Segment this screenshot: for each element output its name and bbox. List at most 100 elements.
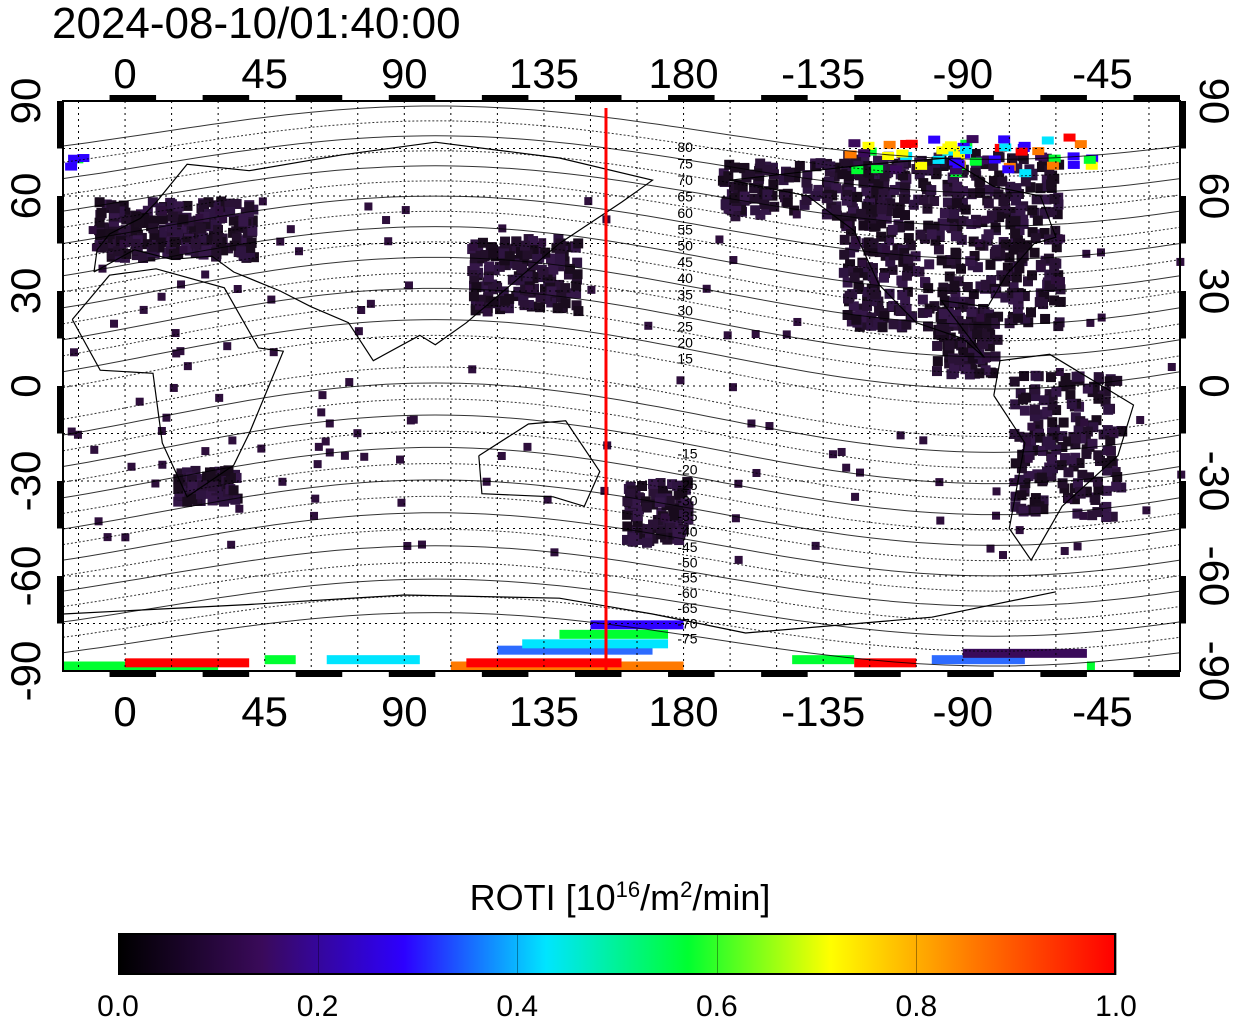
- roti-cell: [948, 172, 959, 183]
- roti-cell: [538, 238, 547, 247]
- roti-cell: [1167, 362, 1176, 371]
- roti-cell: [1065, 379, 1076, 390]
- roti-cell: [762, 189, 773, 200]
- roti-cell: [648, 478, 659, 489]
- roti-cell: [622, 509, 633, 520]
- roti-cell: [683, 504, 694, 515]
- roti-cell: [993, 189, 1004, 200]
- roti-cell: [994, 170, 1005, 181]
- roti-cell: [1007, 153, 1018, 164]
- lon-tick-top: -90: [932, 50, 993, 97]
- roti-cell: [997, 176, 1008, 187]
- roti-cell: [1030, 384, 1041, 395]
- roti-cell: [1093, 450, 1104, 461]
- roti-cell: [1044, 280, 1055, 291]
- roti-cell: [856, 208, 867, 219]
- roti-cell: [660, 513, 669, 522]
- roti-cell: [1060, 372, 1071, 383]
- roti-cell: [1080, 432, 1091, 443]
- roti-cell: [1041, 194, 1052, 205]
- roti-cell: [933, 244, 944, 255]
- roti-cell: [896, 149, 909, 158]
- roti-cell: [723, 331, 732, 340]
- roti-cell: [1081, 448, 1092, 459]
- roti-cell: [219, 214, 228, 223]
- roti-cell: [489, 264, 500, 275]
- roti-cell: [990, 222, 1001, 233]
- roti-cell: [106, 249, 117, 260]
- roti-cell: [1045, 439, 1056, 450]
- roti-cell: [902, 286, 913, 297]
- border-bar: [295, 671, 343, 677]
- roti-cell: [1036, 472, 1047, 483]
- roti-cell: [556, 292, 567, 303]
- roti-cell: [133, 217, 144, 228]
- roti-cell: [749, 182, 760, 193]
- roti-cell: [907, 312, 918, 323]
- roti-cell: [173, 201, 184, 212]
- roti-cell: [884, 235, 895, 246]
- roti-cell: [162, 413, 171, 422]
- roti-cell: [1023, 471, 1034, 482]
- roti-cell: [878, 186, 889, 197]
- lat-tick-right: 0: [1191, 374, 1238, 397]
- roti-cell: [898, 170, 909, 181]
- roti-cell: [215, 393, 224, 402]
- lon-tick-top: 180: [649, 50, 719, 97]
- roti-cell: [928, 135, 941, 144]
- roti-cell: [1030, 506, 1041, 517]
- lon-tick-bottom: -90: [932, 688, 993, 735]
- roti-cell: [1142, 506, 1151, 515]
- roti-cell: [1010, 216, 1021, 227]
- roti-cell: [630, 497, 641, 508]
- roti-cell: [1104, 376, 1115, 387]
- roti-cell: [235, 504, 244, 513]
- roti-cell: [715, 235, 724, 244]
- roti-cell: [1011, 195, 1022, 206]
- roti-cell: [622, 521, 633, 532]
- roti-cell: [1020, 176, 1031, 187]
- roti-cell: [484, 261, 495, 272]
- roti-cell: [859, 155, 870, 166]
- roti-cell: [847, 266, 858, 277]
- roti-cell: [1008, 294, 1019, 305]
- roti-cell: [98, 240, 109, 251]
- roti-cell: [158, 224, 169, 235]
- roti-cell: [986, 210, 997, 221]
- lon-tick-bottom: 45: [241, 688, 288, 735]
- roti-cell: [1005, 206, 1016, 217]
- contour-label: 45: [677, 254, 693, 270]
- roti-cell: [992, 206, 1003, 217]
- roti-cell: [923, 283, 934, 294]
- roti-cell: [842, 189, 853, 200]
- roti-cell: [397, 498, 406, 507]
- roti-cell: [967, 352, 978, 363]
- roti-cell: [510, 274, 521, 285]
- roti-cell: [1046, 161, 1059, 170]
- roti-cell: [969, 157, 982, 166]
- lon-tick-bottom: 0: [113, 688, 136, 735]
- roti-cell: [988, 176, 999, 187]
- roti-cell: [1080, 418, 1089, 427]
- roti-cell: [1071, 371, 1082, 382]
- roti-cell: [1105, 447, 1114, 456]
- roti-cell: [1033, 419, 1044, 430]
- roti-cell: [931, 366, 942, 377]
- roti-cell: [903, 233, 914, 244]
- roti-cell: [986, 275, 997, 286]
- roti-cell: [183, 362, 192, 371]
- roti-cell: [238, 216, 249, 227]
- roti-cell: [132, 244, 143, 255]
- roti-cell: [468, 291, 479, 302]
- roti-cell: [864, 147, 877, 156]
- roti-cell: [895, 306, 906, 317]
- contour-label: -40: [677, 523, 697, 539]
- roti-cell: [1082, 249, 1091, 258]
- mag-contour: [62, 287, 1181, 358]
- roti-cell: [499, 248, 510, 259]
- roti-cell: [930, 235, 941, 246]
- roti-cell: [892, 208, 903, 219]
- roti-cell: [1059, 453, 1070, 464]
- roti-cell: [121, 214, 132, 225]
- roti-cell: [227, 540, 236, 549]
